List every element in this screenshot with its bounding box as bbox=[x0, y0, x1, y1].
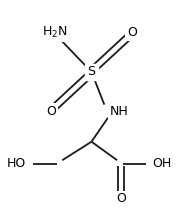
Text: H$_2$N: H$_2$N bbox=[42, 25, 68, 40]
Text: O: O bbox=[116, 192, 126, 205]
Text: HO: HO bbox=[6, 157, 26, 170]
Text: S: S bbox=[87, 65, 96, 78]
Text: O: O bbox=[127, 26, 137, 39]
Text: NH: NH bbox=[110, 105, 128, 118]
Bar bbox=[85, 64, 98, 80]
Text: OH: OH bbox=[152, 157, 171, 170]
Text: O: O bbox=[46, 105, 56, 118]
